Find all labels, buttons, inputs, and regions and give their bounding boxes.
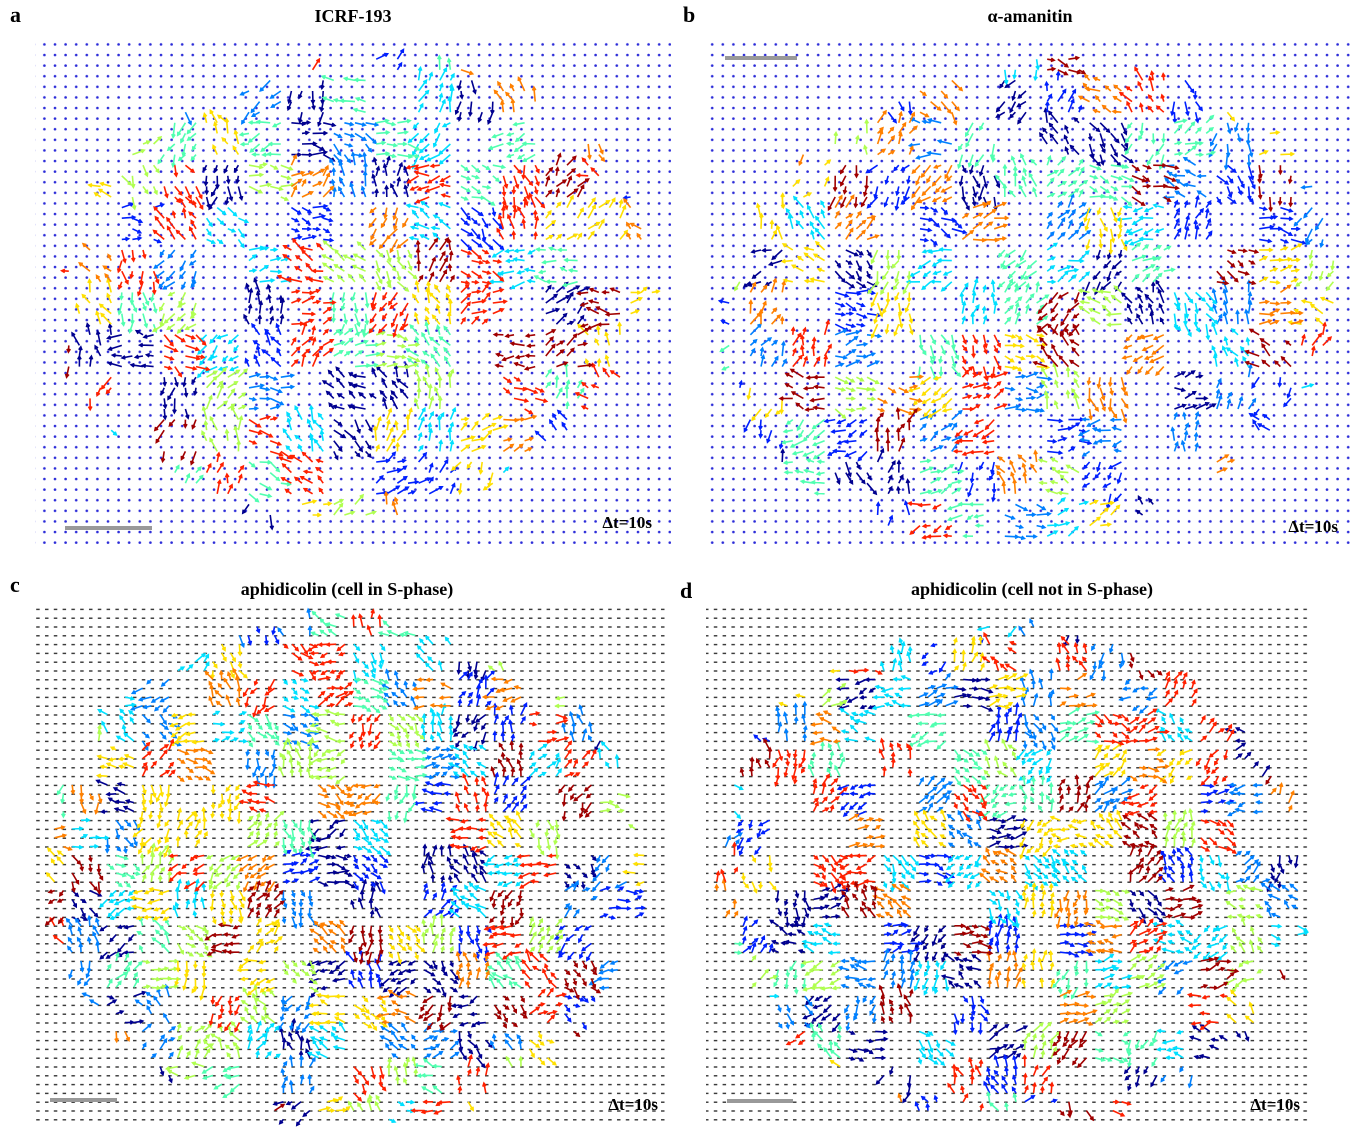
dot-grid: [706, 36, 1350, 548]
panel: a ICRF-193 Δt=10s: [10, 2, 671, 548]
panel: d aphidicolin (cell not in S-phase) Δt=10s: [680, 578, 1312, 1123]
dot-grid: [35, 607, 669, 1127]
time-label: Δt=10s: [602, 513, 652, 532]
time-label: Δt=10s: [1250, 1095, 1300, 1114]
panel-title: aphidicolin (cell in S-phase): [241, 579, 454, 600]
panel-letter: a: [10, 2, 21, 27]
panel: c aphidicolin (cell in S-phase) Δt=10s: [10, 572, 669, 1127]
panel-title: ICRF-193: [315, 6, 392, 26]
panel-title: aphidicolin (cell not in S-phase): [911, 579, 1153, 600]
panel: b α-amanitin Δt=10s: [683, 2, 1350, 548]
panel-title: α-amanitin: [987, 6, 1072, 26]
figure: a ICRF-193 Δt=10s b α-amanitin Δt=10s c aphidic…: [0, 0, 1360, 1128]
time-label: Δt=10s: [608, 1095, 658, 1114]
dot-grid: [35, 36, 671, 548]
panel-letter: d: [680, 578, 692, 603]
panel-letter: c: [10, 572, 20, 597]
panel-letter: b: [683, 2, 695, 27]
time-label: Δt=10s: [1288, 517, 1338, 536]
